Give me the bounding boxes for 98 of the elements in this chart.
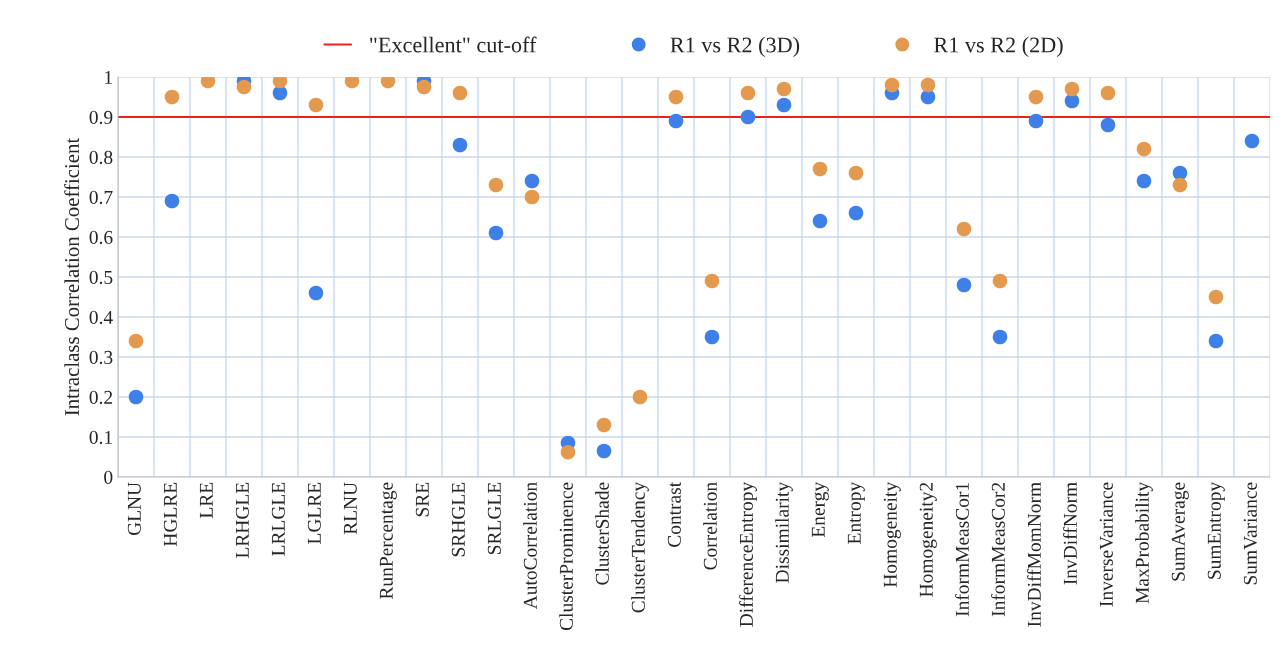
point [308,97,324,113]
point [488,177,504,193]
x-tick-label: RLNU [343,482,357,535]
point [884,77,900,93]
point [1100,85,1116,101]
x-tick-label: MaxProbability [1135,481,1153,604]
x-tick-label: Dissimilarity [775,481,793,583]
x-tick-label: Contrast [667,481,681,547]
x-tick-label: SRHGLE [451,482,465,557]
x-tick-label: InvDiffMomNorm [1026,482,1041,627]
x-tick-label: SRLGLE [487,482,501,555]
y-tick-label: 0.7 [89,190,113,205]
x-tick-label: Correlation [703,482,717,570]
point [776,97,792,113]
point [920,89,936,105]
legend-label: "Excellent" cut-off [370,36,537,53]
point [848,205,864,221]
y-tick-label: 0.2 [89,390,113,405]
x-tick-label: LRLGLE [271,482,285,556]
point [1172,177,1188,193]
point [164,193,180,209]
point [668,113,684,129]
x-tick-label: InformMeasCor1 [954,483,969,617]
point [1028,113,1044,129]
y-tick-label: 0.9 [89,110,113,125]
x-tick-label: SumAverage [1171,482,1189,581]
point [452,85,468,101]
point [560,444,576,460]
point [740,85,756,101]
x-tick-label: SumEntropy [1207,481,1225,579]
x-tick-label: RunPercentage [379,482,397,600]
x-tick-label: Homogeneity [883,481,901,588]
y-tick-label: 0.8 [89,150,113,165]
point [992,273,1008,289]
y-tick-label: 0.4 [89,310,113,325]
x-tick-label: ClusterTendency [631,481,649,613]
x-tick-label: LRHGLE [235,482,249,558]
point [992,329,1008,345]
point [128,389,144,405]
y-tick-label: 0.5 [89,270,113,285]
point [704,273,720,289]
point [668,89,684,105]
point [632,389,648,405]
point [308,285,324,301]
x-tick-label: SRE [415,482,429,517]
point [1172,165,1188,181]
x-tick-label: InvDiffNorm [1062,482,1077,585]
x-tick-label: ClusterProminence [559,482,573,631]
x-tick-label: AutoCorrelation [523,482,537,610]
point [740,109,756,125]
point [596,417,612,433]
point [596,443,612,459]
x-tick-label: LGLRE [307,482,321,544]
point [1244,133,1260,149]
x-tick-label: GLNU [127,482,141,536]
point [920,77,936,93]
x-tick-label: SumVariance [1243,482,1257,585]
point [128,333,144,349]
point [164,89,180,105]
point [452,137,468,153]
point [488,225,504,241]
y-tick-label: 1 [105,70,112,84]
point [1208,289,1224,305]
y-tick-label: 0.6 [89,230,113,245]
point [1208,333,1224,349]
y-axis-title: Intraclass Correlation Coefficient [64,137,80,416]
x-tick-label: ClusterShade [595,482,609,585]
y-tick-label: 0.3 [89,350,113,365]
x-tick-label: Homogeneity2 [919,482,937,597]
legend-label: R1 vs R2 (2D) [934,36,1063,57]
x-tick-label: InverseVariance [1099,482,1113,607]
point [1064,81,1080,97]
point [1136,141,1152,157]
point [1136,173,1152,189]
point [524,189,540,205]
point [1028,89,1044,105]
y-tick-label: 0.1 [89,430,112,445]
point [416,79,432,95]
point [956,277,972,293]
legend-label: R1 vs R2 (3D) [670,36,800,57]
point [1100,117,1116,133]
point [848,165,864,181]
x-tick-label: DifferenceEntropy [739,481,757,627]
x-tick-label: LRE [199,482,213,519]
x-tick-label: Entropy [847,481,865,544]
y-tick-label: 0 [104,470,113,484]
point [956,221,972,237]
x-tick-label: Energy [811,481,829,538]
point [272,85,288,101]
point [236,79,252,95]
point [776,81,792,97]
point [704,329,720,345]
x-tick-label: InformMeasCor2 [990,482,1005,617]
point [812,161,828,177]
point [1064,93,1080,109]
point [812,213,828,229]
point [524,173,540,189]
x-tick-label: HGLRE [163,482,177,547]
